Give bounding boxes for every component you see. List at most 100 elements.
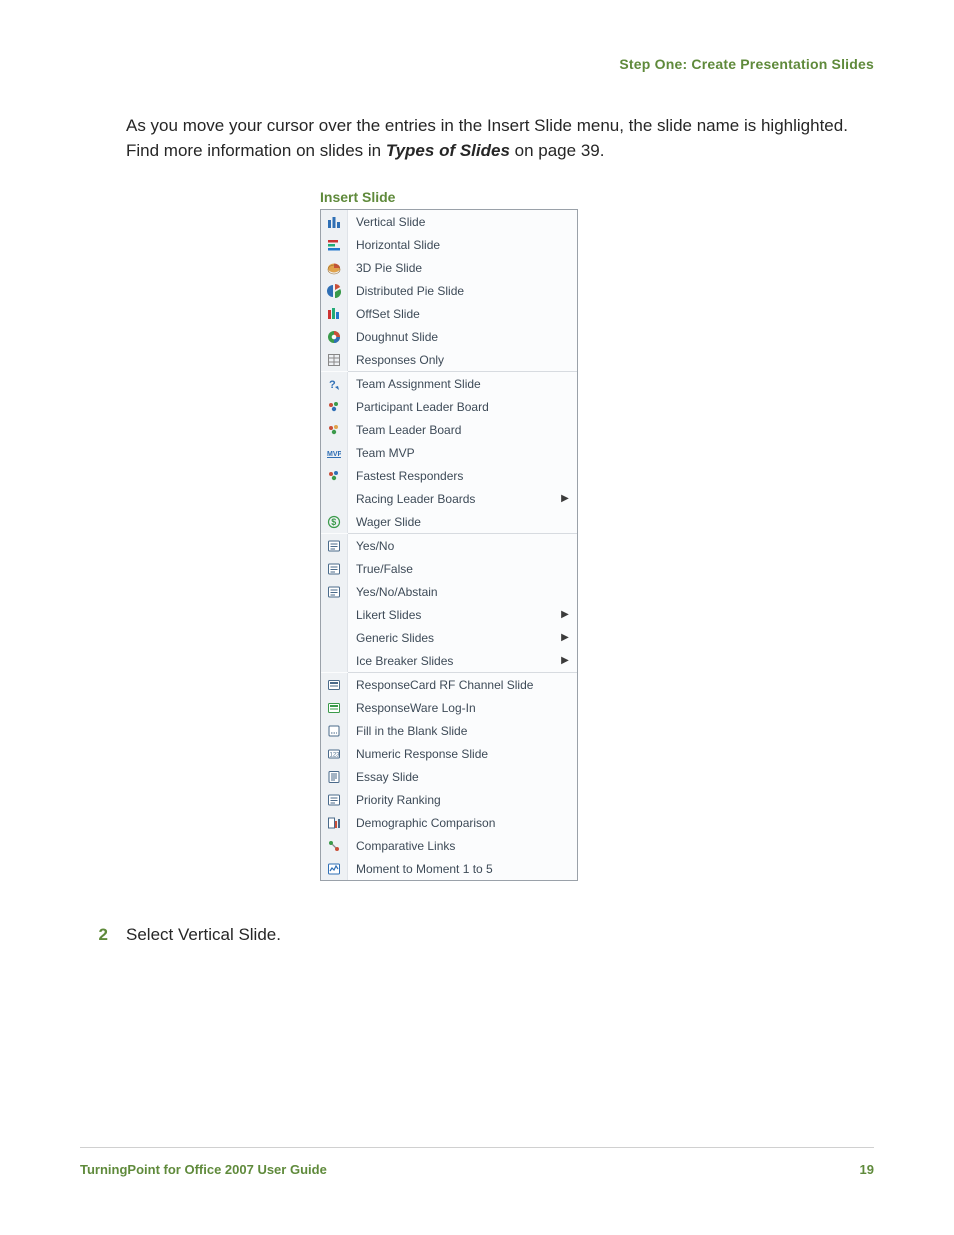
menu-item[interactable]: Demographic Comparison [321, 811, 577, 834]
offset-icon [321, 302, 348, 325]
list-icon [321, 580, 348, 603]
menu-item-label: Fastest Responders [348, 469, 557, 483]
menu-item-label: Team Assignment Slide [348, 377, 557, 391]
none-icon [321, 487, 348, 510]
menu-item[interactable]: Yes/No [321, 534, 577, 557]
menu-item-label: Fill in the Blank Slide [348, 724, 557, 738]
links-icon [321, 834, 348, 857]
svg-text:MVP: MVP [327, 451, 341, 458]
menu-item-label: Demographic Comparison [348, 816, 557, 830]
menu-item-label: Racing Leader Boards [348, 492, 557, 506]
submenu-arrow-icon: ▶ [557, 493, 577, 504]
menu-item[interactable]: Doughnut Slide [321, 325, 577, 348]
menu-item-label: Team Leader Board [348, 423, 557, 437]
menu-item[interactable]: Racing Leader Boards▶ [321, 487, 577, 510]
menu-item[interactable]: Distributed Pie Slide [321, 279, 577, 302]
menu-item[interactable]: $ Wager Slide [321, 510, 577, 533]
menu-item-label: True/False [348, 562, 557, 576]
menu-item-label: Wager Slide [348, 515, 557, 529]
svg-text:$: $ [331, 517, 336, 527]
menu-item[interactable]: Likert Slides▶ [321, 603, 577, 626]
menu-item[interactable]: OffSet Slide [321, 302, 577, 325]
menu-item-label: Responses Only [348, 353, 557, 367]
menu-item-label: Vertical Slide [348, 215, 557, 229]
submenu-arrow-icon: ▶ [557, 632, 577, 643]
footer-page-number: 19 [860, 1162, 874, 1177]
menu-item[interactable]: Vertical Slide [321, 210, 577, 233]
menu-item[interactable]: ResponseCard RF Channel Slide [321, 673, 577, 696]
footer-left: TurningPoint for Office 2007 User Guide [80, 1162, 327, 1177]
grid-icon [321, 348, 348, 371]
list-icon [321, 788, 348, 811]
menu-item[interactable]: True/False [321, 557, 577, 580]
menu-item-label: Horizontal Slide [348, 238, 557, 252]
menu-item[interactable]: Participant Leader Board [321, 395, 577, 418]
menu-item[interactable]: Team Leader Board [321, 418, 577, 441]
people-icon [321, 418, 348, 441]
donut-icon [321, 325, 348, 348]
menu-item[interactable]: Priority Ranking [321, 788, 577, 811]
menu-item-label: Likert Slides [348, 608, 557, 622]
menu-item-label: ResponseWare Log-In [348, 701, 557, 715]
svg-text:123: 123 [330, 752, 341, 758]
none-icon [321, 626, 348, 649]
menu-item[interactable]: Fastest Responders [321, 464, 577, 487]
essay-icon [321, 765, 348, 788]
menu-item-label: Team MVP [348, 446, 557, 460]
paragraph-text-post: on page 39. [510, 141, 605, 160]
mvp-icon: MVP [321, 441, 348, 464]
submenu-arrow-icon: ▶ [557, 609, 577, 620]
menu-item-label: 3D Pie Slide [348, 261, 557, 275]
menu-item[interactable]: Responses Only [321, 348, 577, 371]
menu-item-label: Moment to Moment 1 to 5 [348, 862, 557, 876]
people-icon [321, 395, 348, 418]
menu-item[interactable]: ResponseWare Log-In [321, 696, 577, 719]
menu-item-label: Yes/No/Abstain [348, 585, 557, 599]
step-text: Select Vertical Slide. [126, 925, 281, 945]
menu-item[interactable]: Essay Slide [321, 765, 577, 788]
menu-item-label: OffSet Slide [348, 307, 557, 321]
menu-item-label: Distributed Pie Slide [348, 284, 557, 298]
menu-item[interactable]: MVP Team MVP [321, 441, 577, 464]
menu-item-label: Priority Ranking [348, 793, 557, 807]
list-icon [321, 557, 348, 580]
menu-item[interactable]: Moment to Moment 1 to 5 [321, 857, 577, 880]
section-header: Step One: Create Presentation Slides [80, 56, 874, 72]
blank-icon [321, 719, 348, 742]
menu-item[interactable]: Yes/No/Abstain [321, 580, 577, 603]
intro-paragraph: As you move your cursor over the entries… [126, 114, 874, 163]
menu-item[interactable]: Ice Breaker Slides▶ [321, 649, 577, 672]
menu-item[interactable]: ? Team Assignment Slide [321, 372, 577, 395]
menu-item-label: Generic Slides [348, 631, 557, 645]
none-icon [321, 649, 348, 672]
menu-item-label: ResponseCard RF Channel Slide [348, 678, 557, 692]
moment-icon [321, 857, 348, 880]
card-icon [321, 696, 348, 719]
menu-item-label: Doughnut Slide [348, 330, 557, 344]
submenu-arrow-icon: ▶ [557, 655, 577, 666]
page-footer: TurningPoint for Office 2007 User Guide … [80, 1147, 874, 1177]
menu-item[interactable]: Fill in the Blank Slide [321, 719, 577, 742]
figure-title: Insert Slide [320, 189, 580, 205]
menu-item[interactable]: Horizontal Slide [321, 233, 577, 256]
demo-icon [321, 811, 348, 834]
menu-item-label: Yes/No [348, 539, 557, 553]
numeric-icon: 123 [321, 742, 348, 765]
svg-text:?: ? [329, 379, 336, 391]
menu-item[interactable]: Generic Slides▶ [321, 626, 577, 649]
dollar-icon: $ [321, 510, 348, 533]
figure-insert-slide: Insert Slide Vertical Slide Horizontal Sl… [320, 189, 580, 881]
menu-item[interactable]: Comparative Links [321, 834, 577, 857]
menu-item-label: Participant Leader Board [348, 400, 557, 414]
menu-item-label: Essay Slide [348, 770, 557, 784]
bars-h-icon [321, 233, 348, 256]
menu-item[interactable]: 123 Numeric Response Slide [321, 742, 577, 765]
menu-item[interactable]: 3D Pie Slide [321, 256, 577, 279]
paragraph-bold-link: Types of Slides [386, 141, 510, 160]
step-row: 2 Select Vertical Slide. [80, 925, 874, 945]
menu-item-label: Numeric Response Slide [348, 747, 557, 761]
card-icon [321, 673, 348, 696]
menu-item-label: Ice Breaker Slides [348, 654, 557, 668]
people-icon [321, 464, 348, 487]
none-icon [321, 603, 348, 626]
